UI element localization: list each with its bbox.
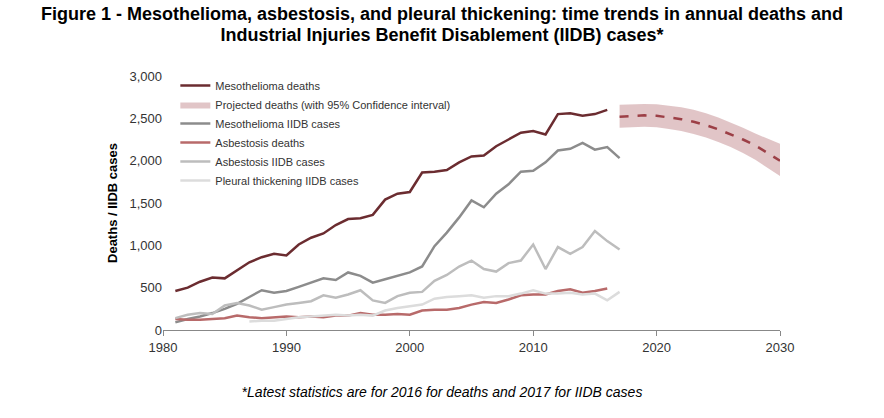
svg-text:Deaths / IIDB cases: Deaths / IIDB cases (105, 143, 120, 263)
svg-text:2,000: 2,000 (129, 153, 162, 168)
svg-text:1990: 1990 (272, 340, 301, 355)
svg-text:2000: 2000 (395, 340, 424, 355)
svg-text:500: 500 (140, 280, 162, 295)
svg-text:Mesothelioma deaths: Mesothelioma deaths (215, 80, 320, 92)
svg-text:1980: 1980 (149, 340, 178, 355)
svg-text:1,000: 1,000 (129, 238, 162, 253)
svg-text:2,500: 2,500 (129, 111, 162, 126)
svg-text:Asbestosis IIDB cases: Asbestosis IIDB cases (215, 156, 325, 168)
svg-text:1,500: 1,500 (129, 196, 162, 211)
svg-text:0: 0 (155, 323, 162, 338)
svg-text:2030: 2030 (766, 340, 795, 355)
svg-text:Projected deaths (with 95% Con: Projected deaths (with 95% Confidence in… (215, 99, 450, 111)
svg-text:Asbestosis deaths: Asbestosis deaths (215, 137, 305, 149)
svg-text:2020: 2020 (642, 340, 671, 355)
svg-text:2010: 2010 (519, 340, 548, 355)
html-text:*Latest statistics are for 201: *Latest statistics are for 2016 for deat… (241, 384, 643, 400)
svg-text:Mesothelioma IIDB cases: Mesothelioma IIDB cases (215, 118, 340, 130)
svg-text:Pleural thickening IIDB cases: Pleural thickening IIDB cases (215, 175, 359, 187)
svg-text:3,000: 3,000 (129, 69, 162, 84)
html-text:Figure 1 - Mesothelioma, asbes: Figure 1 - Mesothelioma, asbestosis, and… (40, 4, 844, 45)
